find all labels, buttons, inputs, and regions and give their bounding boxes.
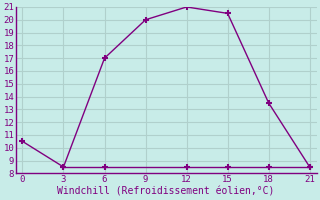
X-axis label: Windchill (Refroidissement éolien,°C): Windchill (Refroidissement éolien,°C) <box>57 187 275 197</box>
